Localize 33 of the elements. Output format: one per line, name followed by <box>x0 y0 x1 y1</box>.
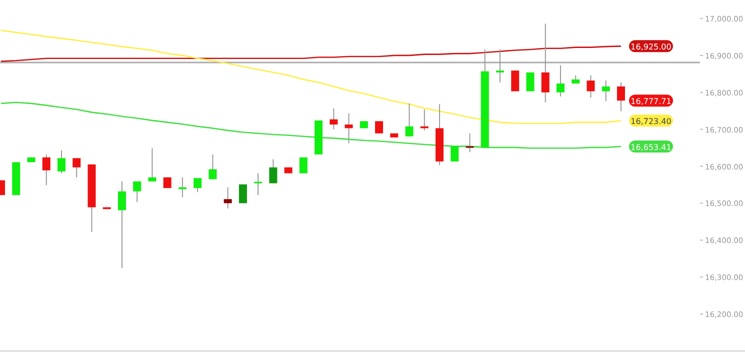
candlestick <box>556 64 565 97</box>
candlestick <box>299 156 308 174</box>
data-label: 16,925.00 <box>630 42 672 52</box>
candlestick <box>42 154 50 186</box>
candlestick <box>617 82 625 112</box>
data-label: 16,723.40 <box>630 117 672 126</box>
candlestick <box>466 132 474 153</box>
candlestick <box>450 146 459 162</box>
candlestick <box>586 74 595 98</box>
candlestick <box>254 172 262 196</box>
candlestick <box>133 180 142 203</box>
candlestick <box>208 154 217 180</box>
candlestick <box>269 158 278 184</box>
candlestick <box>541 23 550 103</box>
candlestick <box>375 120 384 134</box>
candlestick <box>496 49 504 83</box>
data-label: 16,653.41 <box>630 143 672 152</box>
candlestick <box>72 158 81 178</box>
line-series <box>0 102 622 149</box>
line-series <box>0 46 622 62</box>
candlestick <box>511 70 520 92</box>
candlestick <box>57 150 66 174</box>
candlestick <box>405 102 414 137</box>
candlestick <box>602 80 610 102</box>
candlestick <box>194 178 202 193</box>
candlestick <box>330 108 338 130</box>
candlestick <box>526 72 534 92</box>
line-series <box>0 30 622 124</box>
candlestick <box>344 112 353 144</box>
candlestick <box>148 148 156 182</box>
candlestick <box>118 180 126 269</box>
candlestick <box>224 186 232 209</box>
text: 16,777.71 <box>630 97 672 106</box>
